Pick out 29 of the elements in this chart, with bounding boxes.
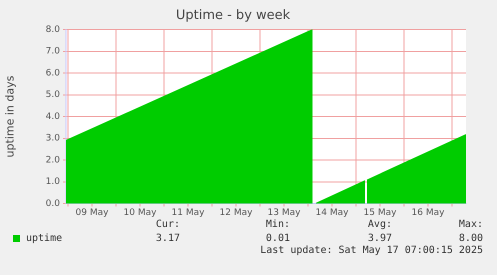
x-tick-label: 12 May [220, 208, 254, 218]
legend-label: uptime [26, 233, 62, 244]
text: Cur: [156, 219, 180, 230]
text: 3.17 [156, 233, 180, 244]
x-tick-label: 09 May [76, 208, 110, 218]
x-tick-label: 15 May [364, 208, 398, 218]
x-tick-label: 10 May [124, 208, 158, 218]
text: 0.01 [266, 233, 290, 244]
text: 8.00 [458, 233, 483, 244]
y-tick-label: 3.0 [46, 134, 60, 144]
y-tick-label: 4.0 [46, 112, 60, 122]
y-tick-label: 2.0 [46, 155, 60, 166]
text: Avg: [368, 219, 392, 230]
chart-title: Uptime - by week [176, 8, 291, 24]
y-tick-label: 1.0 [46, 177, 60, 188]
y-tick-label: 6.0 [46, 68, 60, 78]
text: 3.97 [368, 233, 392, 244]
text: Min: [266, 219, 290, 230]
x-tick-label: 16 May [412, 208, 446, 218]
y-tick-label: 5.0 [46, 90, 60, 100]
x-tick-label: 13 May [268, 208, 302, 218]
x-tick-label: 11 May [172, 208, 206, 218]
x-tick-label: 14 May [316, 208, 350, 218]
y-axis-title: uptime in days [3, 75, 16, 158]
y-tick-label: 8.0 [46, 24, 60, 35]
y-tick-label: 0.0 [46, 198, 60, 209]
y-tick-label: 7.0 [46, 46, 60, 57]
text: Last update: Sat May 17 07:00:15 2025 [260, 245, 483, 256]
text: Max: [458, 219, 483, 230]
